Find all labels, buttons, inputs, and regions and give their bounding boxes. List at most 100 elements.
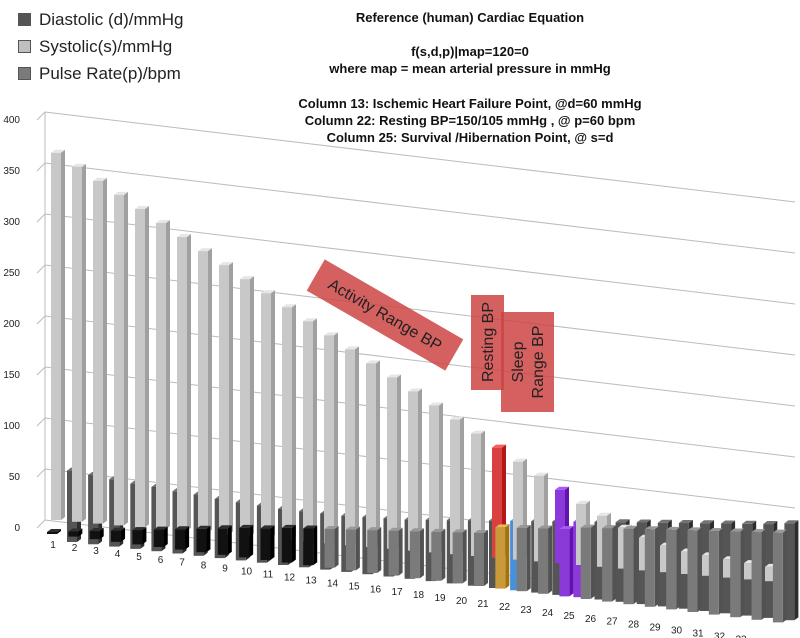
chart-header: Reference (human) Cardiac Equation f(s,d… (250, 10, 690, 146)
gridline-stub (36, 468, 46, 478)
gridline-stub (36, 315, 46, 325)
bar-systolic-12 (282, 304, 296, 540)
bar-systolic-18 (408, 388, 422, 551)
legend-swatch-diastolic (18, 13, 31, 26)
legend: Diastolic (d)/mmHg Systolic(s)/mmHg Puls… (18, 6, 184, 87)
x-tick-label: 8 (201, 561, 207, 572)
resting-label: Resting BP (480, 302, 497, 382)
x-tick-label: 1 (50, 540, 56, 551)
bar-pulse-15 (345, 526, 360, 571)
legend-label-diastolic: Diastolic (d)/mmHg (39, 9, 184, 29)
chart-title: Reference (human) Cardiac Equation (355, 10, 585, 25)
bar-systolic-10 (240, 276, 254, 537)
bar-pulse-24 (538, 525, 553, 594)
bar-pulse-16 (367, 527, 382, 573)
x-tick-label: 16 (370, 584, 382, 595)
bar-systolic-19 (429, 402, 443, 553)
bar-pulse-6 (153, 526, 168, 547)
x-tick-label: 11 (263, 570, 274, 581)
bar-pulse-22 (495, 524, 510, 589)
bar-systolic-15 (345, 346, 359, 546)
y-tick-label: 350 (3, 166, 20, 177)
bar-diastolic-35 (784, 520, 799, 621)
bar-pulse-1 (47, 528, 61, 534)
bar-systolic-7 (177, 234, 191, 531)
x-tick-label: 20 (456, 596, 468, 607)
bar-systolic-1 (51, 149, 65, 521)
x-tick-label: 2 (72, 543, 78, 554)
x-tick-label: 5 (136, 552, 142, 563)
x-tick-label: 26 (585, 614, 597, 625)
y-tick-label: 0 (14, 523, 20, 534)
x-tick-label: 6 (158, 555, 164, 566)
x-tick-label: 30 (671, 626, 683, 637)
legend-label-systolic: Systolic(s)/mmHg (39, 36, 173, 56)
bar-pulse-26 (580, 524, 595, 599)
sleep-range-band: Sleep Range BP (501, 312, 554, 412)
x-tick-label: 14 (327, 578, 339, 589)
x-tick-label: 15 (348, 581, 360, 592)
sleep-label-line2: Range BP (530, 326, 547, 399)
bar-systolic-17 (387, 374, 401, 549)
bar-pulse-8 (196, 525, 211, 553)
bar-pulse-7 (175, 526, 190, 550)
x-tick-label: 4 (115, 549, 121, 560)
gridline-stub (36, 417, 46, 427)
note-column-25: Column 25: Survival /Hibernation Point, … (326, 130, 614, 145)
gridline-stub (36, 162, 46, 172)
legend-swatch-pulse (18, 67, 31, 80)
x-tick-label: 19 (434, 593, 446, 604)
bar-systolic-2 (72, 163, 86, 522)
chart-notes: Column 13: Ischemic Heart Failure Point,… (250, 95, 690, 146)
x-tick-label: 9 (222, 564, 228, 575)
x-tick-label: 13 (305, 575, 317, 586)
bar-pulse-2 (68, 528, 83, 537)
y-tick-label: 200 (3, 319, 20, 330)
bar-pulse-4 (111, 527, 126, 542)
bar-pulse-10 (239, 524, 254, 558)
activity-range-label: Activity Range BP (325, 276, 444, 355)
note-column-22: Column 22: Resting BP=150/105 mmHg , @ p… (304, 113, 636, 128)
x-tick-label: 23 (520, 605, 532, 616)
bar-systolic-8 (198, 248, 212, 533)
bar-systolic-4 (114, 191, 128, 526)
x-tick-label: 17 (391, 587, 403, 598)
bar-pulse-23 (516, 524, 531, 592)
bar-pulse-18 (409, 528, 424, 579)
bar-systolic-3 (93, 177, 107, 524)
gridline-stub (36, 213, 46, 223)
bar-systolic-9 (219, 262, 233, 535)
x-tick-label: 24 (542, 608, 554, 619)
bar-pulse-11 (260, 525, 275, 560)
bar-pulse-3 (89, 528, 104, 540)
bar-pulse-5 (132, 527, 147, 545)
bar-pulse-19 (431, 528, 446, 581)
bar-pulse-12 (281, 524, 296, 563)
gridline (44, 162, 796, 254)
gridline-stub (36, 519, 46, 529)
bar-pulse-30 (666, 526, 681, 610)
bar-pulse-17 (388, 527, 403, 576)
legend-swatch-systolic (18, 40, 31, 53)
bar-pulse-35 (772, 529, 787, 623)
bar-pulse-14 (324, 526, 339, 568)
bar-pulse-9 (217, 525, 232, 555)
y-tick-label: 150 (3, 370, 20, 381)
legend-item-systolic: Systolic(s)/mmHg (18, 33, 184, 60)
bars (47, 149, 799, 623)
y-tick-label: 50 (9, 472, 21, 483)
x-tick-label: 21 (477, 599, 489, 610)
x-tick-label: 31 (692, 629, 704, 638)
sleep-label-line1: Sleep (510, 341, 527, 382)
x-tick-label: 10 (241, 567, 253, 578)
chart-equation-note: where map = mean arterial pressure in mm… (329, 61, 611, 76)
x-tick-label: 29 (649, 623, 661, 634)
x-tick-label: 22 (499, 602, 511, 613)
bar-systolic-20 (450, 416, 464, 555)
bar-pulse-29 (644, 526, 659, 607)
bar-pulse-20 (452, 529, 467, 584)
x-tick-label: 27 (606, 617, 618, 628)
bar-pulse-34 (751, 529, 766, 620)
x-tick-label: 25 (563, 611, 575, 622)
